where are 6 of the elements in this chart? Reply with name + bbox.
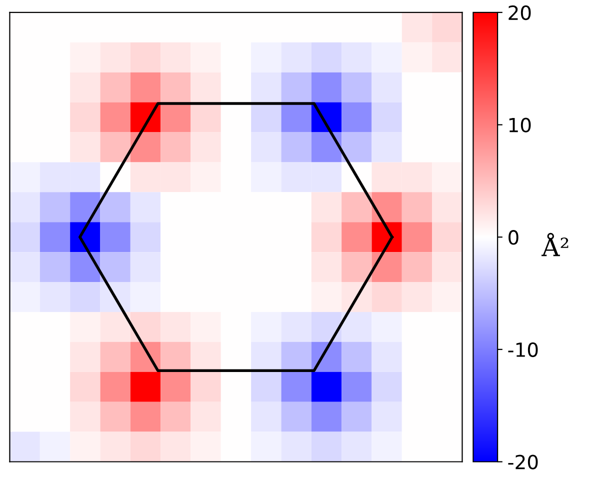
- color-bar-label: 10: [509, 118, 531, 132]
- color-bar-label: -10: [508, 342, 538, 358]
- color-bar-title: Å²: [542, 232, 568, 256]
- color-bar-label: 0: [508, 230, 518, 245]
- color-bar-label: -20: [508, 454, 538, 470]
- color-bar-label: 20: [508, 5, 531, 20]
